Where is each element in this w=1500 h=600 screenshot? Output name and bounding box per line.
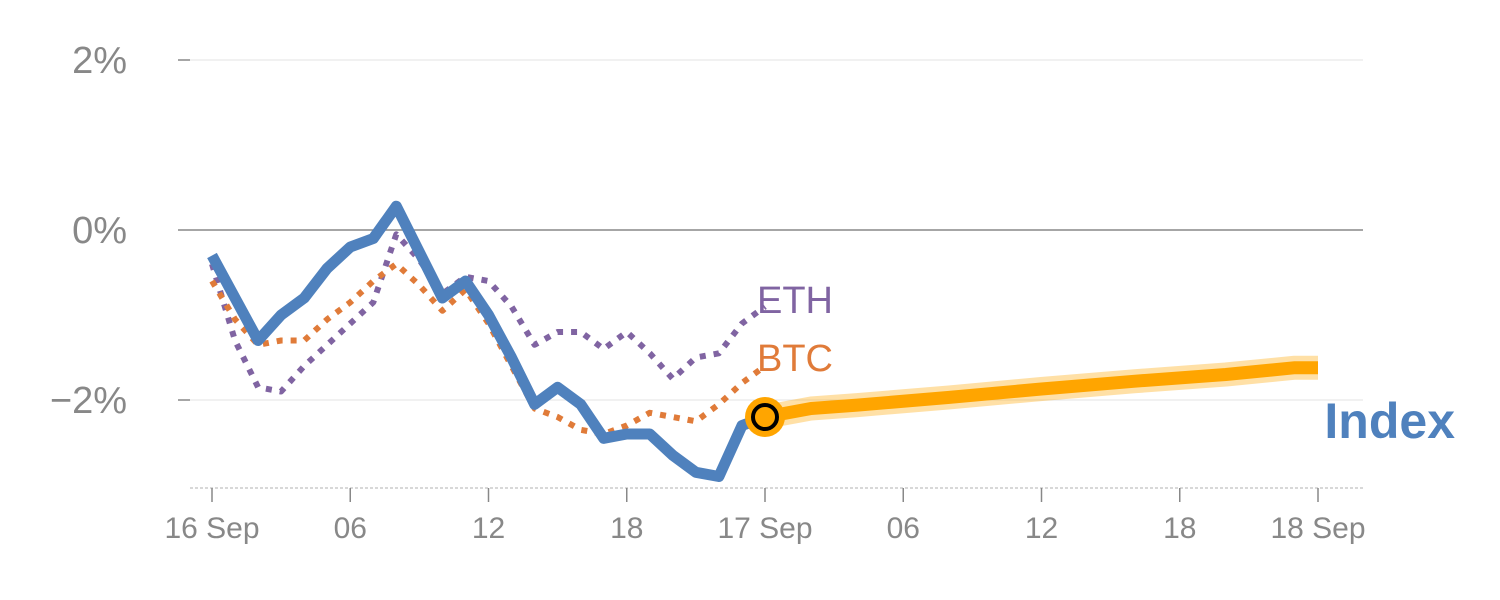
current-point	[745, 397, 785, 437]
series-lines	[207, 200, 1318, 482]
x-tick-label: 06	[887, 512, 920, 545]
x-tick-label: 17 Sep	[717, 512, 812, 545]
x-tick-label: 18 Sep	[1270, 512, 1365, 545]
y-tick-label: 0%	[72, 210, 127, 252]
x-tick-label: 18	[1163, 512, 1196, 545]
index-line	[207, 200, 767, 482]
x-tick-label: 06	[334, 512, 367, 545]
current-marker	[751, 403, 779, 431]
index-series-label: Index	[1324, 393, 1455, 449]
eth-series-label: ETH	[757, 280, 833, 322]
x-tick-label: 18	[610, 512, 643, 545]
y-tick-label: −2%	[50, 380, 127, 422]
btc-series-label: BTC	[757, 338, 833, 380]
x-tick-label: 12	[1025, 512, 1058, 545]
series-labels: ETH BTC Index	[757, 280, 1455, 449]
x-tick-label: 16 Sep	[164, 512, 259, 545]
x-tick-label: 12	[472, 512, 505, 545]
forecast-line	[763, 361, 1318, 424]
axes: 2% 0% −2% 16 Sep 06 12 18 17 Sep 06 12 18 18 Sep	[50, 40, 1366, 545]
y-tick-label: 2%	[72, 40, 127, 82]
btc-line	[209, 261, 767, 437]
